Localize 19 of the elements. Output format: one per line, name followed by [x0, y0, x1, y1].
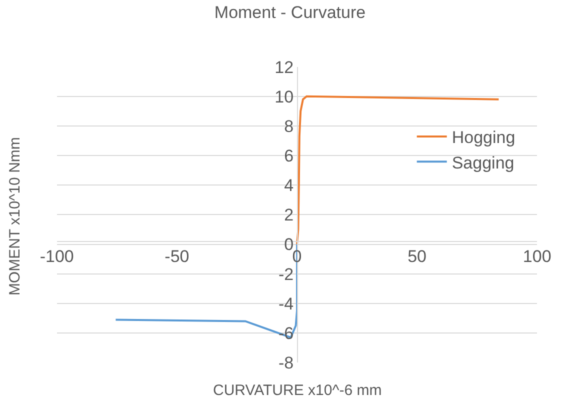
y-axis-title: MOMENT x10^10 Nmm — [6, 137, 24, 296]
y-tick-label: 0 — [284, 235, 294, 254]
y-tick-label: 10 — [274, 87, 294, 106]
y-tick-label: -2 — [278, 264, 294, 284]
y-tick-label: -8 — [278, 354, 294, 373]
y-tick-label: 4 — [284, 176, 294, 196]
x-tick-label: 50 — [408, 247, 427, 266]
chart-title: Moment - Curvature — [214, 3, 366, 22]
x-tick-label: 100 — [522, 247, 552, 266]
y-tick-label: 12 — [274, 58, 294, 77]
legend-label: Sagging — [452, 153, 514, 172]
y-tick-label: 8 — [284, 116, 294, 136]
x-tick-label: -100 — [40, 247, 74, 266]
y-tick-label: 6 — [284, 146, 294, 166]
y-tick-label: -4 — [278, 294, 294, 314]
legend-label: Hogging — [452, 128, 516, 148]
x-axis-title: CURVATURE x10^-6 mm — [213, 382, 382, 399]
y-tick-label: 2 — [284, 206, 294, 225]
x-tick-label: -50 — [164, 247, 190, 266]
